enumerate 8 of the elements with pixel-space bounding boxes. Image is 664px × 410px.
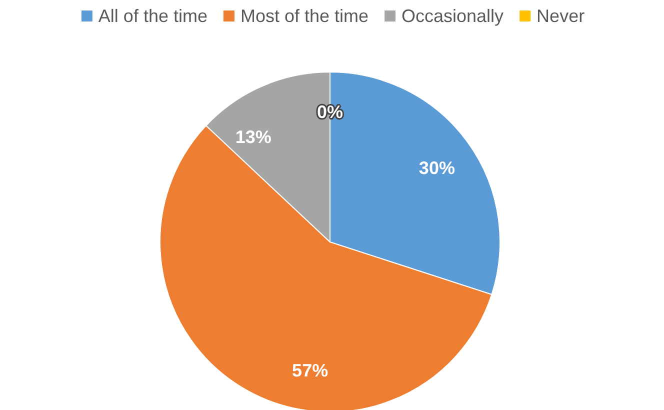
text: 0% [316,102,344,122]
legend-label: Occasionally [402,6,504,26]
data-label: 57% [292,360,328,380]
data-label: 13% [235,126,272,147]
data-label: 30% [418,158,455,178]
legend-label: Never [536,6,585,26]
legend-label: Most of the time [240,6,369,26]
legend-label: All of the time [98,6,208,26]
